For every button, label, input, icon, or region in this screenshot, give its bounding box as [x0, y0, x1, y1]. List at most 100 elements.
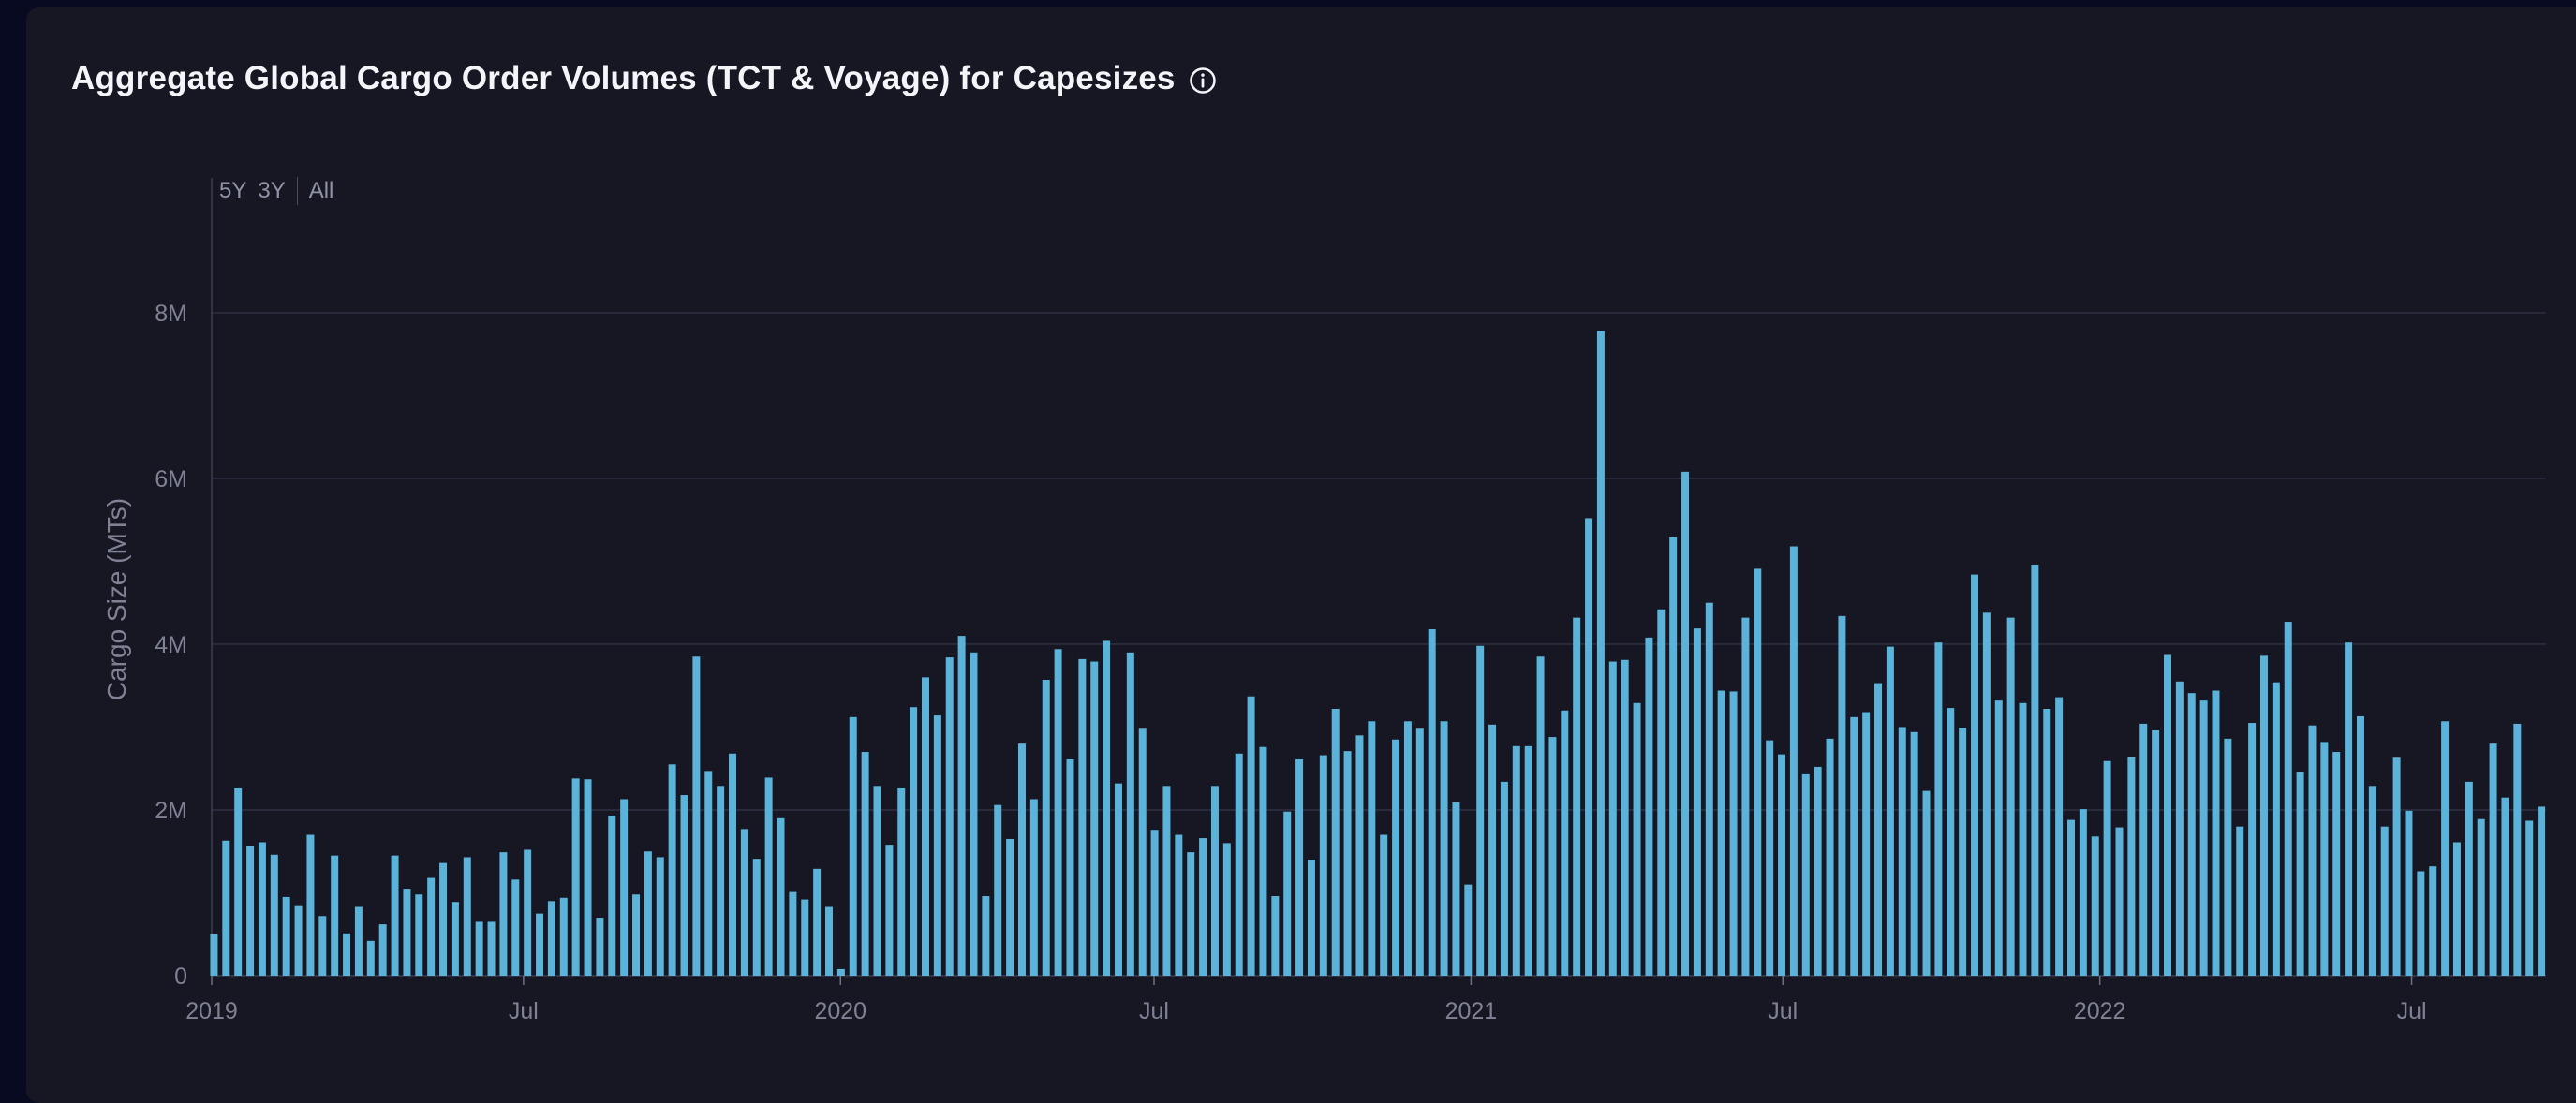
- bar[interactable]: [1307, 860, 1315, 976]
- bar[interactable]: [1947, 708, 1955, 976]
- bar[interactable]: [945, 657, 954, 976]
- range-3y-button[interactable]: 3Y: [258, 178, 286, 203]
- bar[interactable]: [1705, 602, 1713, 976]
- bar[interactable]: [1103, 640, 1111, 976]
- bar[interactable]: [1114, 783, 1122, 976]
- bar[interactable]: [2345, 642, 2353, 976]
- bar[interactable]: [258, 842, 266, 976]
- bar[interactable]: [885, 845, 894, 976]
- bar[interactable]: [801, 899, 809, 976]
- bar[interactable]: [366, 940, 375, 976]
- bar[interactable]: [1524, 745, 1532, 976]
- bar[interactable]: [2055, 697, 2064, 976]
- bar[interactable]: [2538, 806, 2546, 976]
- bar[interactable]: [1464, 884, 1473, 976]
- bar[interactable]: [2031, 564, 2039, 976]
- bar[interactable]: [1175, 834, 1183, 976]
- bar[interactable]: [1669, 537, 1678, 976]
- bar[interactable]: [1573, 617, 1581, 976]
- bar[interactable]: [970, 652, 978, 976]
- bar[interactable]: [524, 849, 532, 976]
- bar[interactable]: [343, 933, 351, 976]
- bar[interactable]: [789, 891, 797, 976]
- bar[interactable]: [1657, 609, 1666, 976]
- bar[interactable]: [849, 716, 857, 976]
- bar[interactable]: [2417, 871, 2425, 976]
- bar[interactable]: [1982, 612, 1991, 976]
- bar[interactable]: [210, 934, 218, 976]
- bar[interactable]: [1271, 896, 1280, 976]
- bar[interactable]: [933, 715, 941, 976]
- bar[interactable]: [1536, 656, 1545, 976]
- bar[interactable]: [680, 795, 688, 976]
- bar[interactable]: [1994, 700, 2003, 976]
- bar[interactable]: [246, 846, 255, 976]
- bar[interactable]: [1440, 721, 1448, 976]
- bar[interactable]: [1608, 661, 1617, 976]
- bar[interactable]: [1512, 745, 1520, 976]
- bar[interactable]: [1199, 838, 1207, 976]
- bar[interactable]: [1078, 658, 1087, 976]
- bar[interactable]: [764, 777, 773, 976]
- bar[interactable]: [729, 753, 737, 976]
- bar[interactable]: [2429, 866, 2437, 976]
- bar[interactable]: [2079, 809, 2087, 976]
- bar[interactable]: [2187, 693, 2196, 976]
- bar[interactable]: [1210, 786, 1219, 976]
- bar[interactable]: [475, 921, 483, 976]
- bar[interactable]: [1235, 753, 1243, 976]
- bar[interactable]: [704, 771, 713, 976]
- bar[interactable]: [2405, 810, 2413, 976]
- bar[interactable]: [1006, 838, 1014, 976]
- bar[interactable]: [306, 834, 315, 976]
- bar[interactable]: [1850, 716, 1858, 976]
- bar[interactable]: [511, 879, 520, 976]
- bar[interactable]: [1259, 746, 1267, 976]
- bar[interactable]: [2236, 826, 2244, 976]
- bar[interactable]: [487, 921, 496, 976]
- bar[interactable]: [825, 906, 833, 976]
- bar[interactable]: [282, 896, 290, 976]
- bar[interactable]: [1042, 680, 1050, 976]
- bar[interactable]: [1801, 773, 1810, 976]
- bar[interactable]: [2152, 730, 2160, 976]
- bar[interactable]: [836, 968, 845, 976]
- bar[interactable]: [717, 786, 725, 976]
- bar[interactable]: [596, 918, 604, 976]
- bar[interactable]: [2212, 690, 2220, 976]
- bar[interactable]: [1934, 642, 1943, 976]
- bar[interactable]: [2501, 797, 2509, 976]
- bar[interactable]: [2006, 617, 2015, 976]
- bar[interactable]: [656, 857, 664, 976]
- bar[interactable]: [2308, 725, 2317, 976]
- bar[interactable]: [584, 779, 592, 976]
- bar[interactable]: [1392, 739, 1400, 976]
- bar[interactable]: [463, 857, 471, 976]
- bar[interactable]: [1428, 629, 1436, 976]
- bar[interactable]: [1500, 781, 1508, 976]
- bar[interactable]: [1283, 811, 1292, 976]
- bar[interactable]: [1343, 751, 1352, 976]
- bar[interactable]: [1415, 728, 1424, 976]
- bar[interactable]: [378, 924, 387, 976]
- bar[interactable]: [331, 855, 339, 976]
- bar[interactable]: [270, 854, 278, 976]
- bar[interactable]: [1778, 754, 1786, 976]
- bar[interactable]: [1693, 628, 1701, 976]
- bar[interactable]: [897, 787, 906, 976]
- bar[interactable]: [1017, 743, 1026, 976]
- bar[interactable]: [1886, 646, 1894, 976]
- bar[interactable]: [1355, 735, 1364, 976]
- bar[interactable]: [1645, 637, 1653, 976]
- bar[interactable]: [2356, 715, 2364, 976]
- bar[interactable]: [692, 656, 701, 976]
- bar[interactable]: [1971, 574, 1979, 976]
- bar[interactable]: [1754, 568, 1762, 976]
- bar[interactable]: [559, 897, 568, 976]
- bar[interactable]: [571, 778, 580, 976]
- bar[interactable]: [1222, 843, 1231, 976]
- bar[interactable]: [2272, 682, 2280, 976]
- bar[interactable]: [2043, 708, 2051, 976]
- bar[interactable]: [1729, 691, 1738, 976]
- bar[interactable]: [2091, 836, 2099, 976]
